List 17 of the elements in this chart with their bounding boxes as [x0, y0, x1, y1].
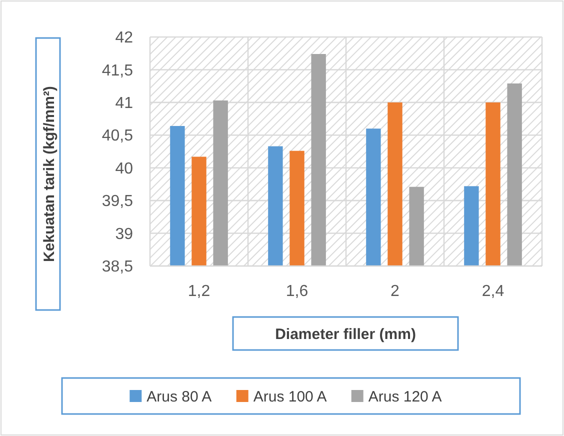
x-axis-title: Diameter filler (mm) [275, 326, 416, 343]
y-tick-label: 40,5 [102, 128, 134, 145]
legend-label: Arus 80 A [146, 388, 212, 406]
x-tick-label: 2 [390, 283, 400, 300]
y-tick-label: 42 [115, 30, 134, 47]
y-tick-label: 38,5 [102, 258, 134, 276]
x-tick-label: 1,6 [286, 283, 308, 300]
y-tick-label: 39 [115, 226, 134, 243]
x-tick-label: 1,2 [188, 283, 210, 300]
y-axis-title: Kekuatan tarik (kgf/mm²) [41, 86, 58, 262]
y-tick-label: 39,5 [102, 193, 134, 210]
y-tick-label: 41 [115, 95, 134, 112]
y-tick-label: 41,5 [102, 62, 134, 80]
x-tick-label: 2,4 [482, 283, 504, 300]
legend-label: Arus 120 A [368, 388, 442, 406]
y-tick-label: 40 [115, 160, 134, 178]
legend-label: Arus 100 A [253, 388, 327, 406]
